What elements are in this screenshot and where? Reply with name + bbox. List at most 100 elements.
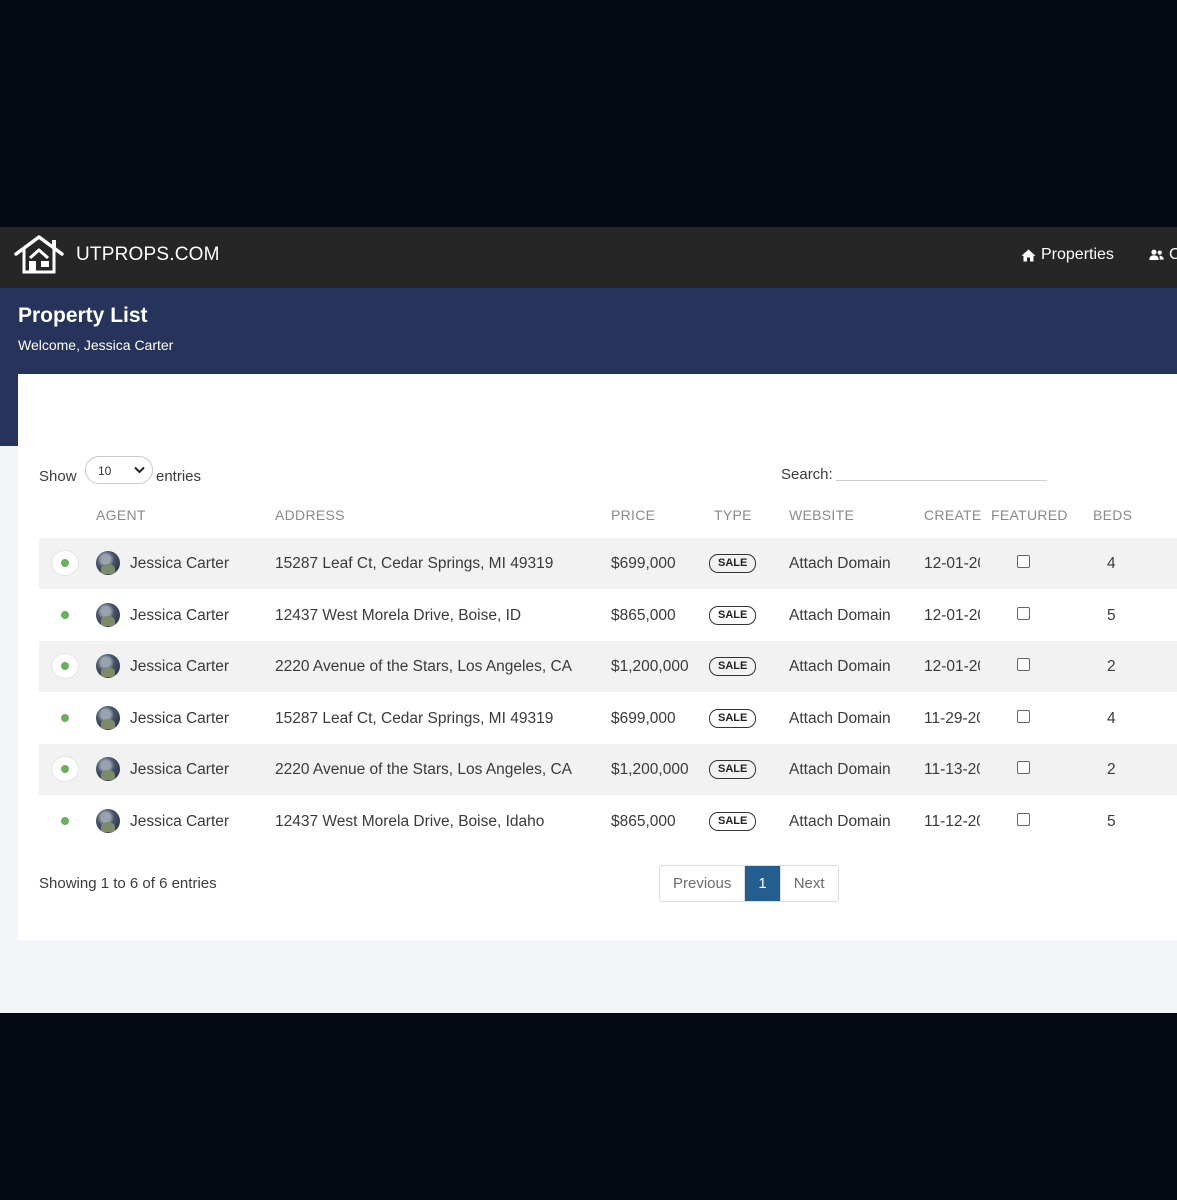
beds-count: 5 (1107, 606, 1116, 624)
table-info: Showing 1 to 6 of 6 entries (39, 875, 217, 892)
status-indicator (51, 705, 79, 731)
agent-name: Jessica Carter (130, 813, 230, 830)
attach-domain-link[interactable]: Attach Domain (789, 709, 891, 727)
featured-checkbox[interactable] (1017, 709, 1030, 723)
status-indicator (51, 550, 79, 576)
create-date: 12-01-20 (924, 555, 980, 572)
type-badge: SALE (709, 760, 757, 780)
welcome-message: Welcome, Jessica Carter (18, 337, 174, 353)
type-badge: SALE (709, 605, 757, 625)
table-row[interactable]: Jessica Carter 2220 Avenue of the Stars, … (39, 641, 1177, 693)
featured-checkbox[interactable] (1017, 606, 1030, 620)
search-label: Search: (781, 466, 833, 483)
status-indicator (51, 756, 79, 783)
agent-avatar (96, 654, 120, 679)
type-badge: SALE (709, 657, 757, 677)
featured-checkbox[interactable] (1017, 761, 1030, 775)
table-row[interactable]: Jessica Carter 15287 Leaf Ct, Cedar Sprin… (39, 538, 1177, 589)
create-date: 11-29-20 (924, 709, 980, 727)
page-title: Property List (18, 304, 148, 327)
agent-avatar (96, 551, 120, 575)
property-price: $699,000 (611, 709, 676, 727)
house-logo-icon[interactable] (12, 234, 66, 276)
property-address[interactable]: 12437 West Morela Drive, Boise, ID (275, 606, 522, 624)
agent-avatar (96, 705, 120, 730)
attach-domain-link[interactable]: Attach Domain (789, 658, 891, 676)
nav-second-label: C (1169, 246, 1177, 263)
property-address[interactable]: 2220 Avenue of the Stars, Los Angeles, C… (275, 761, 573, 779)
beds-count: 2 (1107, 761, 1116, 779)
pagination: Previous 1 Next (659, 865, 839, 902)
featured-checkbox[interactable] (1017, 658, 1030, 672)
create-date: 12-01-20 (924, 658, 980, 676)
status-dot-icon (61, 559, 69, 567)
property-price: $865,000 (611, 813, 676, 830)
column-header-agent[interactable]: AGENT (96, 507, 146, 523)
create-date: 11-13-20 (924, 761, 980, 779)
agent-name: Jessica Carter (130, 606, 230, 624)
column-header-beds[interactable]: BEDS (1093, 507, 1133, 523)
property-address[interactable]: 15287 Leaf Ct, Cedar Springs, MI 49319 (275, 709, 554, 727)
beds-count: 4 (1107, 709, 1116, 727)
status-indicator (51, 653, 79, 680)
status-dot-icon (61, 662, 69, 671)
home-icon (1021, 249, 1036, 261)
column-header-featured[interactable]: FEATURED (991, 507, 1068, 523)
previous-page-button[interactable]: Previous (660, 866, 745, 901)
nav-properties-link[interactable]: Properties (1021, 246, 1114, 264)
featured-checkbox[interactable] (1017, 555, 1030, 568)
create-date: 12-01-20 (924, 606, 980, 624)
agent-name: Jessica Carter (130, 709, 230, 727)
table-row[interactable]: Jessica Carter 2220 Avenue of the Stars, … (39, 744, 1177, 796)
search-input[interactable] (836, 461, 1047, 481)
property-address[interactable]: 15287 Leaf Ct, Cedar Springs, MI 49319 (275, 555, 554, 572)
column-header-create[interactable]: CREATE (924, 507, 982, 523)
column-header-price[interactable]: PRICE (611, 507, 656, 523)
entries-per-page-select[interactable]: 10 (85, 456, 153, 484)
app-window: UTPROPS.COM Properties C Property List W… (0, 227, 1177, 1013)
column-header-website[interactable]: WEBSITE (789, 507, 855, 523)
status-dot-icon (61, 713, 69, 722)
entries-per-page-value: 10 (98, 464, 112, 478)
page-1-button[interactable]: 1 (744, 866, 780, 901)
agent-avatar (96, 757, 120, 782)
beds-count: 2 (1107, 658, 1116, 676)
status-indicator (51, 808, 79, 834)
column-header-address[interactable]: ADDRESS (275, 507, 345, 523)
type-badge: SALE (709, 554, 757, 573)
show-label: Show (39, 468, 77, 485)
attach-domain-link[interactable]: Attach Domain (789, 555, 891, 572)
agent-name: Jessica Carter (130, 658, 230, 676)
column-header-type[interactable]: TYPE (714, 507, 752, 523)
brand-name[interactable]: UTPROPS.COM (76, 244, 220, 265)
type-badge: SALE (709, 708, 757, 728)
beds-count: 5 (1107, 813, 1116, 830)
attach-domain-link[interactable]: Attach Domain (789, 813, 891, 830)
navbar: UTPROPS.COM Properties C (0, 227, 1177, 288)
property-price: $865,000 (611, 606, 676, 624)
agent-avatar (96, 602, 120, 627)
table-row[interactable]: Jessica Carter 12437 West Morela Drive, B… (39, 796, 1177, 847)
table-row[interactable]: Jessica Carter 15287 Leaf Ct, Cedar Sprin… (39, 693, 1177, 744)
table-row[interactable]: Jessica Carter 12437 West Morela Drive, B… (39, 590, 1177, 641)
nav-second-link[interactable]: C (1149, 246, 1177, 264)
attach-domain-link[interactable]: Attach Domain (789, 606, 891, 624)
property-table-card: Show 10 entries Search: AGENT ADDRESS PR… (18, 374, 1177, 940)
status-dot-icon (61, 817, 69, 825)
property-price: $1,200,000 (611, 761, 689, 779)
attach-domain-link[interactable]: Attach Domain (789, 761, 891, 779)
nav-properties-label: Properties (1041, 246, 1114, 263)
agent-avatar (96, 809, 120, 833)
featured-checkbox[interactable] (1017, 813, 1030, 826)
beds-count: 4 (1107, 555, 1116, 572)
status-ring (51, 550, 79, 576)
agent-name: Jessica Carter (130, 761, 230, 779)
property-price: $1,200,000 (611, 658, 689, 676)
users-icon (1149, 249, 1164, 260)
entries-label: entries (156, 468, 202, 485)
agent-name: Jessica Carter (130, 555, 230, 572)
chevron-down-icon (134, 466, 145, 474)
next-page-button[interactable]: Next (779, 866, 838, 901)
property-address[interactable]: 2220 Avenue of the Stars, Los Angeles, C… (275, 658, 573, 676)
property-address[interactable]: 12437 West Morela Drive, Boise, Idaho (275, 813, 545, 830)
